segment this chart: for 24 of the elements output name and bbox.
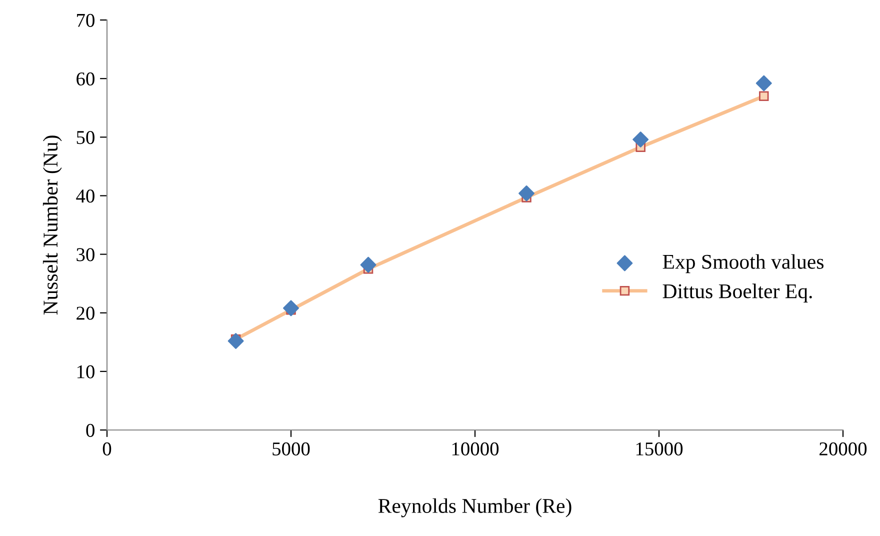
x-tick-label: 15000 (636, 442, 683, 456)
point (283, 300, 299, 316)
x-tick-label: 0 (102, 442, 112, 456)
y-tick-label: 30 (76, 248, 94, 262)
legend-label: Exp Smooth values (662, 254, 824, 274)
y-tick-label: 60 (76, 72, 94, 86)
x-tick-label: 10000 (452, 442, 499, 456)
y-tick-label: 50 (76, 130, 94, 144)
point (228, 332, 244, 349)
x-tick-label: 5000 (272, 442, 310, 456)
point (360, 256, 376, 273)
point (756, 75, 772, 92)
point (518, 185, 534, 202)
y-tick-label: 20 (76, 306, 94, 320)
y-tick-label: 70 (77, 14, 94, 27)
legend-label: Dittus Boelter Eq. (662, 284, 812, 303)
point (759, 91, 769, 102)
y-tick-label: 0 (86, 424, 94, 437)
x-axis-title: Reynolds Number (Re) (378, 498, 572, 518)
y-axis-title: Nusselt Number (Nu) (42, 136, 62, 315)
point (632, 132, 649, 148)
y-tick-label: 10 (77, 365, 94, 378)
y-tick-label: 40 (76, 190, 94, 203)
x-tick-label: 20000 (820, 442, 867, 456)
